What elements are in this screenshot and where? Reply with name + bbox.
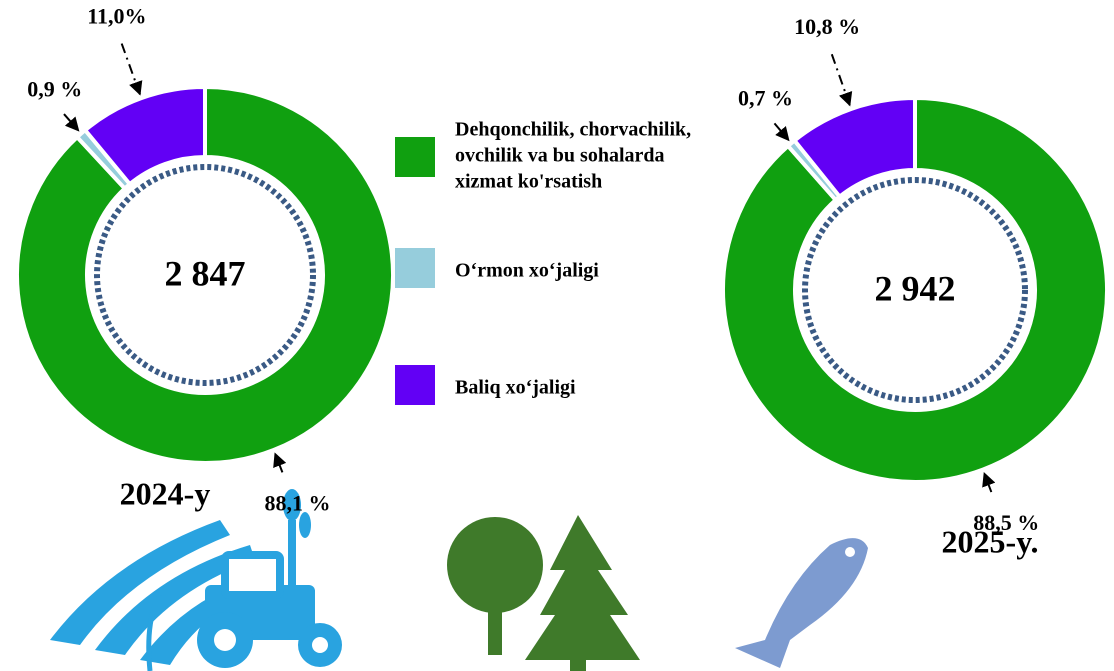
legend-swatch bbox=[395, 137, 435, 177]
donut-segment bbox=[791, 95, 917, 200]
value-label: 88,5 % bbox=[973, 510, 1039, 535]
legend-swatch bbox=[395, 248, 435, 288]
legend-label: ovchilik va bu sohalarda bbox=[455, 145, 665, 167]
annotation-arrow bbox=[63, 113, 80, 132]
legend-swatch bbox=[395, 365, 435, 405]
center-label: 2 942 bbox=[875, 268, 956, 308]
legend-label: O‘rmon xo‘jaligi bbox=[455, 260, 599, 282]
value-label: 11,0% bbox=[87, 3, 146, 28]
annotation-arrow bbox=[120, 43, 143, 96]
value-label: 10,8 % bbox=[794, 14, 860, 39]
donut-segment bbox=[721, 95, 1109, 484]
donut-segment bbox=[15, 84, 395, 465]
value-label: 0,7 % bbox=[738, 86, 793, 111]
chart-title: 2024-y bbox=[120, 475, 211, 511]
center-label: 2 847 bbox=[165, 253, 246, 293]
fish-icon bbox=[735, 538, 868, 668]
annotation-arrow bbox=[982, 472, 996, 493]
annotation-arrow bbox=[773, 122, 790, 142]
tractor-icon bbox=[50, 489, 342, 671]
legend-label: Dehqonchilik, chorvachilik, bbox=[455, 119, 691, 141]
donut-segment bbox=[82, 84, 207, 187]
inner-ring bbox=[802, 177, 1028, 403]
legend-label: Baliq xo‘jaligi bbox=[455, 377, 576, 399]
chart-title: 2025-y. bbox=[942, 523, 1039, 559]
value-label: 88,1 % bbox=[265, 490, 331, 515]
trees-icon bbox=[447, 515, 640, 671]
inner-ring bbox=[94, 164, 316, 386]
value-label: 0,9 % bbox=[27, 77, 82, 102]
legend-label: xizmat ko'rsatish bbox=[455, 171, 602, 193]
annotation-arrow bbox=[830, 53, 853, 107]
annotation-arrow bbox=[273, 452, 287, 473]
